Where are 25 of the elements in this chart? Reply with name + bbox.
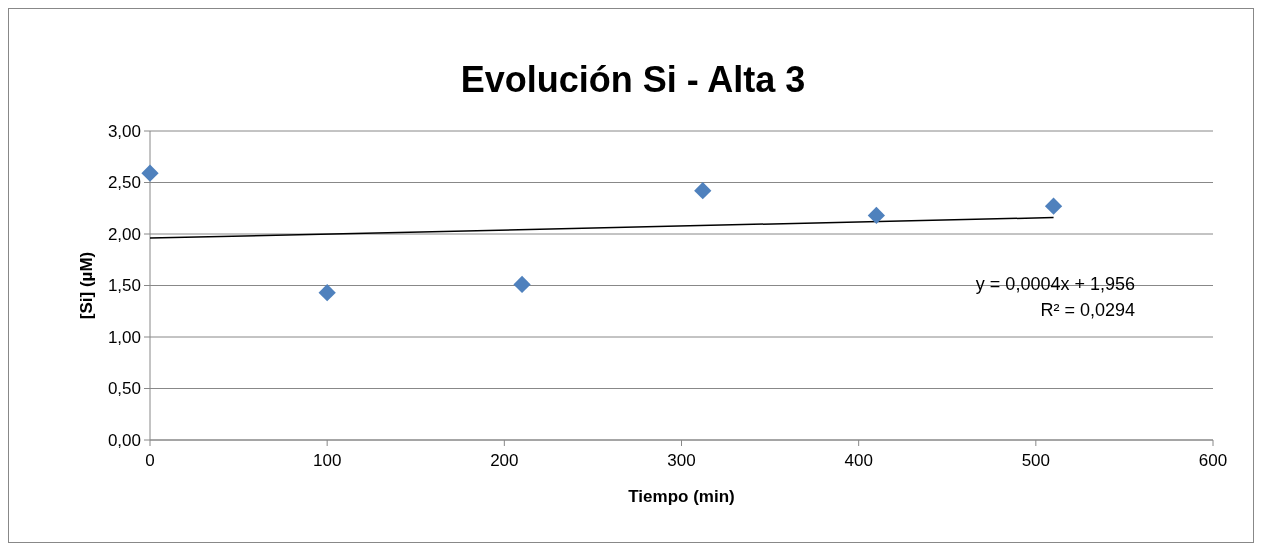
point	[1044, 197, 1063, 215]
point	[513, 275, 531, 294]
y-axis-title: [Si] (µM)	[77, 251, 96, 320]
x-tick-label: 500	[1021, 451, 1051, 470]
y-tick-label: 0,00	[107, 430, 141, 450]
x-tick-label: 0	[145, 451, 155, 470]
point	[318, 284, 336, 302]
y-tick-label: 3,00	[107, 121, 141, 141]
x-tick-label: 200	[490, 451, 519, 470]
annotation: y = 0,0004x + 1,956	[975, 273, 1135, 294]
y-tick-label: 1,50	[107, 276, 141, 296]
y-tick-label: 1,00	[107, 327, 141, 347]
x-tick-label: 100	[312, 451, 342, 470]
point	[141, 164, 159, 182]
chart-title: Evolución Si - Alta 3	[460, 59, 806, 100]
x-tick-label: 600	[1198, 451, 1228, 470]
y-tick-label: 2,50	[107, 173, 141, 193]
point	[867, 206, 886, 225]
annotation: R² = 0,0294	[1040, 299, 1135, 320]
x-axis-title: Tiempo (min)	[628, 487, 735, 506]
point	[694, 182, 712, 200]
y-tick-label: 0,50	[107, 379, 141, 399]
x-tick-label: 400	[844, 451, 873, 470]
y-tick-label: 2,00	[107, 224, 141, 244]
x-tick-label: 300	[667, 451, 696, 470]
